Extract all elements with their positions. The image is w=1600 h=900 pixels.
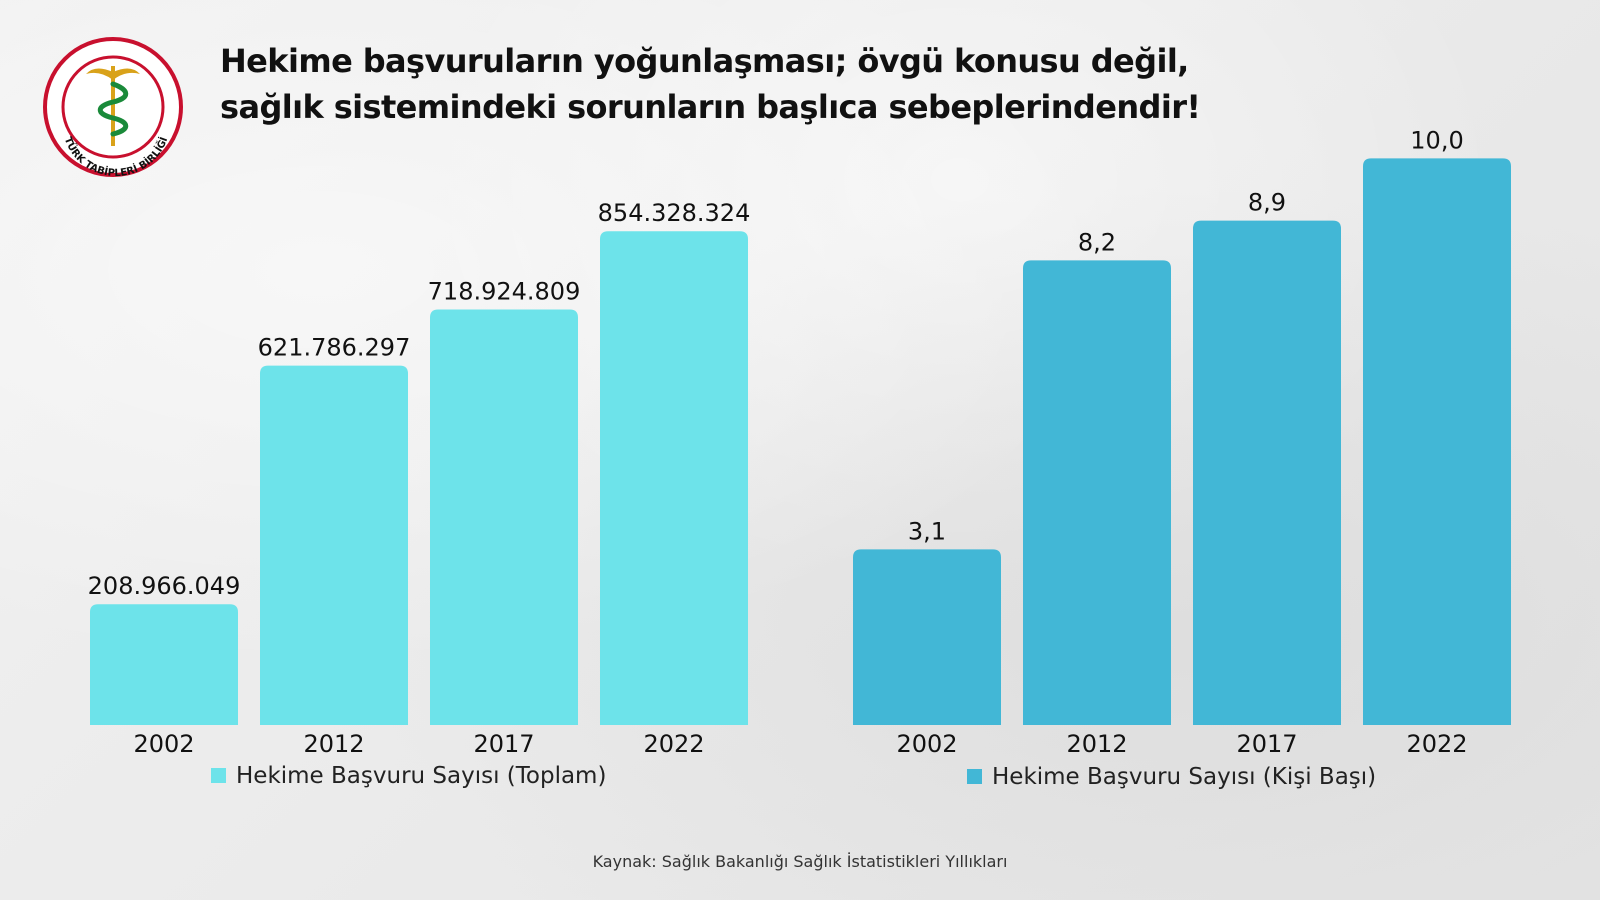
tick-label-2022: 2022 [643, 730, 704, 758]
bar-2022 [1363, 158, 1511, 726]
title-line-1: Hekime başvuruların yoğunlaşması; övgü k… [220, 42, 1189, 80]
data-label-2022: 854.328.324 [598, 199, 751, 227]
legend-swatch [211, 768, 226, 783]
data-label-2002: 208.966.049 [88, 572, 241, 600]
tick-label-2012: 2012 [303, 730, 364, 758]
tick-label-2002: 2002 [133, 730, 194, 758]
tick-label-2017: 2017 [473, 730, 534, 758]
data-label-2017: 8,9 [1248, 189, 1286, 217]
bar-2002 [853, 549, 1001, 725]
title-line-2: sağlık sistemindeki sorunların başlıca s… [220, 88, 1201, 126]
bar-2017 [430, 309, 578, 725]
legend-label: Hekime Başvuru Sayısı (Toplam) [236, 763, 606, 789]
tick-label-2002: 2002 [896, 730, 957, 758]
tick-label-2017: 2017 [1236, 730, 1297, 758]
tick-label-2022: 2022 [1406, 730, 1467, 758]
legend-swatch [967, 769, 982, 784]
data-label-2012: 8,2 [1078, 228, 1116, 256]
ttb-logo: TÜRK TABİPLERİ BİRLİĞİ [43, 37, 183, 179]
legend-label: Hekime Başvuru Sayısı (Kişi Başı) [992, 764, 1376, 790]
source-note: Kaynak: Sağlık Bakanlığı Sağlık İstatist… [592, 852, 1008, 871]
page-title: Hekime başvuruların yoğunlaşması; övgü k… [220, 38, 1280, 130]
chart-1: 208.966.049 2002 621.786.297 2012 718.924.80… [88, 199, 751, 789]
bar-2002 [90, 604, 238, 725]
tick-label-2012: 2012 [1066, 730, 1127, 758]
bar-2012 [260, 365, 408, 725]
data-label-2012: 621.786.297 [258, 334, 411, 362]
chart-2: 3,1 2002 8,2 2012 8,9 2017 10,0 2022 Hekime Başv… [853, 126, 1511, 790]
data-label-2017: 718.924.809 [428, 277, 581, 305]
bar-2022 [600, 231, 748, 725]
data-label-2022: 10,0 [1410, 126, 1463, 154]
data-label-2002: 3,1 [908, 517, 946, 545]
bar-2017 [1193, 220, 1341, 725]
bar-2012 [1023, 260, 1171, 725]
